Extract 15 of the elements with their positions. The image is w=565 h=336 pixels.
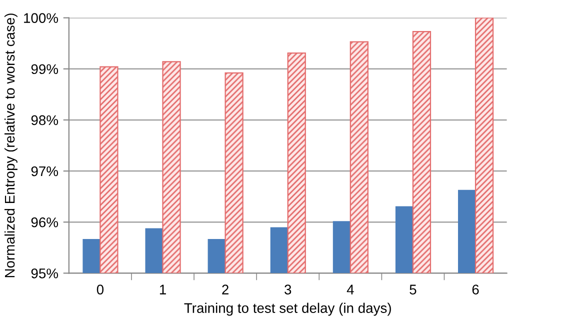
x-tick-label: 3 — [284, 284, 292, 294]
x-tick-label: 0 — [96, 284, 104, 294]
x-axis-title: Training to test set delay (in days) — [184, 302, 391, 316]
x-tick-label: 6 — [472, 284, 479, 294]
y-tick-label: 100% — [24, 13, 58, 23]
x-tick-label: 1 — [160, 284, 166, 294]
y-tick-label: 98% — [31, 115, 58, 126]
x-tick-label: 5 — [410, 284, 416, 294]
y-tick-label: 97% — [31, 166, 58, 176]
x-tick-label: 4 — [346, 284, 354, 294]
y-tick-label: 95% — [31, 268, 58, 278]
y-tick-label: 99% — [31, 64, 58, 74]
y-tick-label: 96% — [31, 217, 58, 228]
x-tick-label: 2 — [222, 284, 228, 294]
y-axis-title: Normalized Entropy (relative to worst case) — [4, 14, 18, 278]
